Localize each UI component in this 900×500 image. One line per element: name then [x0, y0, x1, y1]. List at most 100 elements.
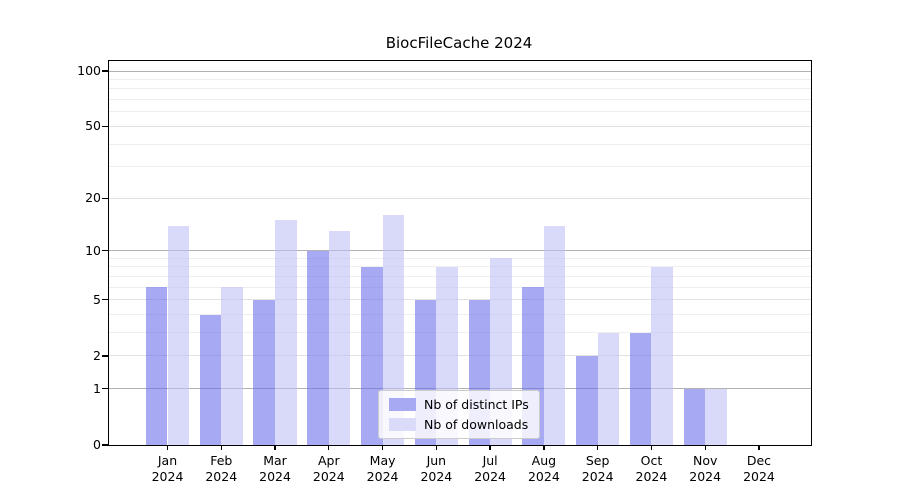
x-tick-mark	[543, 445, 545, 450]
x-tick-month: Dec	[746, 453, 772, 468]
gridline-minor	[109, 266, 811, 268]
x-tick-label: Feb 2024	[191, 453, 251, 485]
x-tick-month: May	[369, 453, 396, 468]
plot-area: Nb of distinct IPs Nb of downloads 0 1 2 5 10…	[77, 60, 812, 484]
y-tick-mark	[102, 388, 108, 390]
gridline-major	[109, 250, 811, 252]
x-tick-year: 2024	[581, 469, 614, 484]
legend: Nb of distinct IPs Nb of downloads	[378, 390, 540, 439]
legend-entry: Nb of downloads	[389, 417, 529, 432]
y-tick-label: 1	[93, 380, 101, 396]
y-tick-label: 20	[85, 190, 101, 206]
chart-title: BiocFileCache 2024	[385, 34, 533, 52]
x-tick-label: Aug 2024	[514, 453, 574, 485]
gridline-minor	[109, 332, 811, 334]
bar-distinct-ips-jan	[145, 287, 168, 445]
bar-distinct-ips-may	[360, 266, 383, 445]
bar-downloads-apr	[328, 231, 351, 445]
bar-downloads-may	[382, 215, 405, 445]
x-tick-label: Jan 2024	[138, 453, 198, 485]
legend-swatch-distinct-ips	[389, 398, 416, 411]
x-tick-month: Jul	[482, 453, 498, 468]
gridline-major	[109, 125, 811, 127]
gridline-major	[109, 355, 811, 357]
gridline-minor	[109, 143, 811, 145]
x-tick-label: Nov 2024	[675, 453, 735, 485]
bar-downloads-jan	[167, 225, 190, 445]
bar-distinct-ips-apr	[307, 250, 329, 445]
x-tick-mark	[704, 445, 706, 450]
gridline-minor	[109, 314, 811, 316]
x-tick-mark	[489, 445, 491, 450]
x-tick-label: Oct 2024	[621, 453, 681, 485]
y-tick-mark	[102, 197, 108, 199]
gridline-minor	[109, 88, 811, 90]
x-tick-mark	[328, 445, 330, 450]
legend-label: Nb of distinct IPs	[424, 397, 529, 412]
x-tick-mark	[220, 445, 222, 450]
x-tick-label: Sep 2024	[568, 453, 628, 485]
bar-distinct-ips-feb	[199, 314, 222, 445]
y-tick-mark	[102, 299, 108, 301]
y-tick-label: 5	[93, 291, 101, 307]
x-tick-label: Apr 2024	[299, 453, 359, 485]
y-tick-label: 2	[93, 347, 101, 363]
bar-downloads-mar	[275, 220, 297, 445]
gridline-minor	[109, 166, 811, 168]
x-tick-label: Jun 2024	[406, 453, 466, 485]
x-tick-month: Nov	[692, 453, 718, 468]
x-tick-year: 2024	[743, 469, 775, 484]
y-tick-label: 50	[85, 118, 101, 134]
x-tick-year: 2024	[205, 469, 238, 484]
y-tick-mark	[102, 250, 108, 252]
x-tick-month: Mar	[263, 453, 287, 468]
gridline-major	[109, 388, 811, 390]
bar-distinct-ips-sep	[576, 355, 598, 445]
gridline-major	[109, 70, 811, 72]
x-tick-year: 2024	[689, 469, 722, 484]
gridline-major	[109, 299, 811, 301]
x-tick-month: Jan	[157, 453, 178, 468]
gridline-minor	[109, 111, 811, 113]
bar-downloads-aug	[543, 225, 566, 445]
gridline-minor	[109, 99, 811, 101]
x-tick-year: 2024	[527, 469, 560, 484]
y-tick-mark	[102, 125, 108, 128]
y-tick-label: 100	[77, 63, 101, 78]
x-tick-month: Oct	[640, 453, 663, 468]
y-tick-mark	[102, 355, 108, 357]
x-tick-mark	[381, 445, 384, 450]
x-tick-mark	[166, 445, 169, 450]
x-tick-mark	[650, 445, 653, 450]
x-tick-mark	[758, 445, 760, 450]
x-tick-month: Jun	[426, 453, 447, 468]
x-tick-year: 2024	[474, 469, 507, 484]
bar-downloads-feb	[221, 287, 243, 445]
x-tick-month: Aug	[531, 453, 557, 468]
x-tick-year: 2024	[259, 469, 291, 484]
bar-downloads-sep	[597, 332, 620, 445]
y-tick-label: 0	[93, 437, 101, 452]
x-tick-month: Sep	[585, 453, 610, 468]
x-tick-label: Dec 2024	[729, 453, 789, 485]
x-tick-label: Mar 2024	[245, 453, 305, 485]
y-tick-label: 10	[85, 242, 101, 258]
gridline-minor	[109, 286, 811, 288]
gridline-minor	[109, 275, 811, 277]
gridline-major	[109, 197, 811, 199]
x-tick-label: May 2024	[353, 453, 413, 485]
y-tick-mark	[102, 444, 108, 446]
x-tick-year: 2024	[151, 469, 184, 484]
x-tick-month: Apr	[317, 453, 340, 468]
x-tick-year: 2024	[312, 469, 345, 484]
x-tick-year: 2024	[420, 469, 453, 484]
bar-distinct-ips-mar	[253, 299, 276, 445]
x-tick-label: Jul 2024	[460, 453, 520, 485]
bar-distinct-ips-nov	[683, 388, 706, 445]
y-tick-mark	[102, 70, 108, 72]
gridline-minor	[109, 257, 811, 259]
bar-downloads-nov	[705, 388, 727, 445]
bar-downloads-oct	[651, 266, 674, 445]
bar-distinct-ips-oct	[629, 332, 652, 445]
